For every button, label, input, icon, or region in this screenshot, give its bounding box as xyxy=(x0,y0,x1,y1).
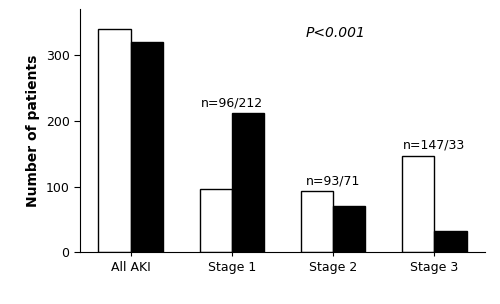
Bar xyxy=(200,189,232,252)
Y-axis label: Number of patients: Number of patients xyxy=(26,54,40,207)
Bar xyxy=(402,156,434,252)
Bar xyxy=(300,191,333,252)
Text: P<0.001: P<0.001 xyxy=(305,26,365,40)
Text: n=147/33: n=147/33 xyxy=(403,139,466,152)
Bar xyxy=(333,206,366,252)
Bar xyxy=(131,42,163,252)
Bar xyxy=(98,29,131,252)
Bar xyxy=(232,113,264,252)
Text: n=96/212: n=96/212 xyxy=(201,96,263,109)
Text: n=93/71: n=93/71 xyxy=(306,174,360,187)
Bar xyxy=(434,231,466,252)
